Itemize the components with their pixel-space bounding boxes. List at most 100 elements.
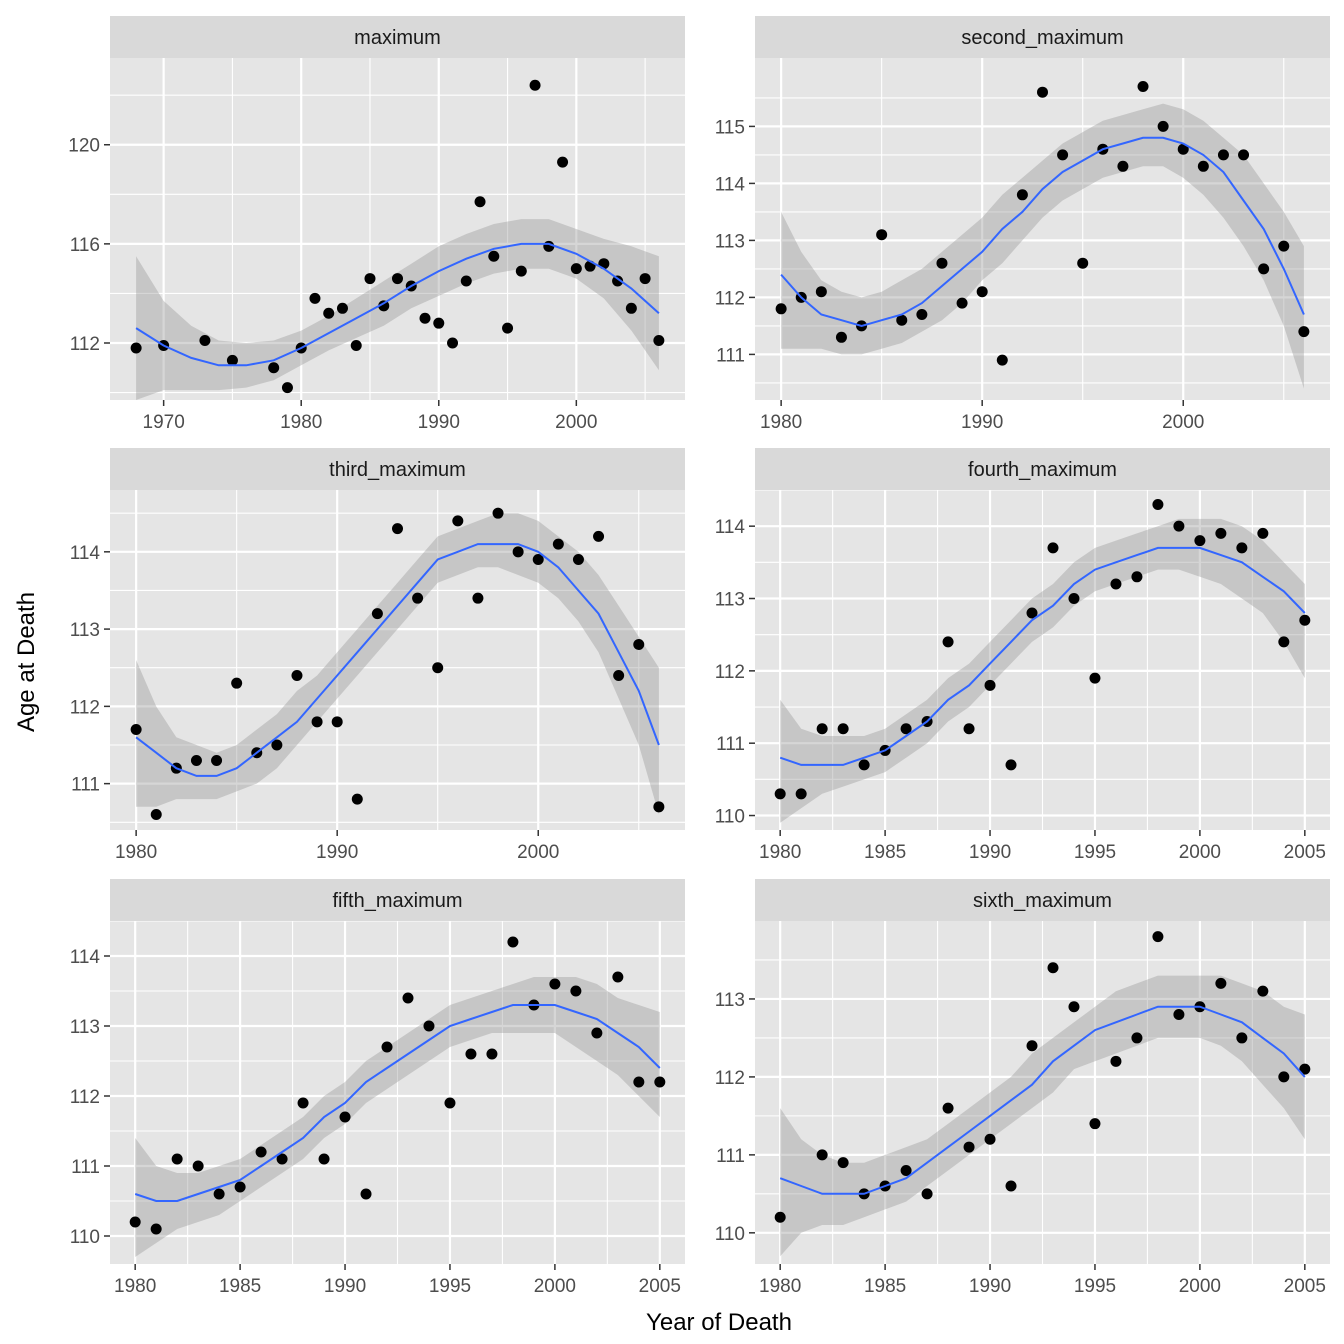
data-point xyxy=(486,1048,498,1060)
data-point xyxy=(1298,326,1310,338)
panel-plot-area xyxy=(110,921,685,1264)
y-tick-label: 110 xyxy=(715,807,745,828)
y-tick-label: 111 xyxy=(71,1157,100,1178)
confidence-band xyxy=(780,518,1305,823)
data-point xyxy=(835,331,847,343)
y-tick-label: 112 xyxy=(715,1068,745,1089)
data-point xyxy=(255,1146,267,1158)
data-point xyxy=(1137,81,1149,92)
data-point xyxy=(1299,1063,1311,1075)
y-tick-label: 112 xyxy=(715,662,745,683)
y-tick-label: 114 xyxy=(715,517,746,538)
y-tick-label: 113 xyxy=(715,990,745,1011)
data-point xyxy=(231,677,243,689)
x-tick-label: 2000 xyxy=(534,1276,576,1297)
confidence-band xyxy=(780,975,1305,1257)
y-tick-label: 111 xyxy=(71,775,100,796)
data-point xyxy=(423,1020,435,1032)
facet-strip xyxy=(110,16,685,58)
data-point xyxy=(1215,527,1227,539)
data-point xyxy=(309,292,321,304)
data-point xyxy=(360,1188,372,1200)
data-point xyxy=(199,335,211,347)
confidence-band xyxy=(136,219,659,400)
data-point xyxy=(297,1097,309,1109)
data-point xyxy=(150,809,162,821)
data-point xyxy=(774,1211,786,1223)
facet-panels: maximum 1970 1980 1990 2000 112 116 120 second_m… xyxy=(68,16,1330,1297)
x-tick-label: 1990 xyxy=(316,842,358,863)
data-point xyxy=(1299,614,1311,626)
data-point xyxy=(1257,985,1269,997)
y-tick-label: 112 xyxy=(70,1087,100,1108)
data-point xyxy=(350,339,362,351)
data-point xyxy=(192,1160,204,1172)
data-point xyxy=(591,1027,603,1039)
x-tick-label: 1980 xyxy=(280,412,322,433)
facet-strip-label: second_maximum xyxy=(961,27,1123,49)
facet-fifth_maximum: fifth_maximum 1980 1985 1990 1995 2000 2005 110… xyxy=(70,879,685,1297)
data-point xyxy=(900,723,912,735)
y-tick-label: 120 xyxy=(68,136,100,157)
facet-strip-label: fourth_maximum xyxy=(968,459,1117,481)
data-point xyxy=(557,156,569,168)
data-point xyxy=(593,530,605,542)
data-point xyxy=(412,592,424,604)
y-tick-label: 115 xyxy=(715,117,745,138)
panel-plot-area xyxy=(110,58,685,400)
data-point xyxy=(336,302,348,314)
data-point xyxy=(1026,607,1038,619)
data-point xyxy=(1257,527,1269,539)
confidence-band xyxy=(781,103,1304,389)
data-point xyxy=(351,793,363,805)
data-point xyxy=(1131,571,1143,583)
data-point xyxy=(653,335,665,347)
smooth-trend-line xyxy=(135,242,660,367)
data-point xyxy=(1068,593,1080,605)
data-point xyxy=(150,1223,162,1235)
y-tick-label: 111 xyxy=(716,1146,745,1167)
data-point xyxy=(402,992,414,1004)
data-point xyxy=(963,723,975,735)
data-point xyxy=(1077,257,1089,269)
data-point xyxy=(488,250,500,262)
data-point xyxy=(492,507,504,519)
facet-strip xyxy=(755,879,1330,921)
data-point xyxy=(1089,1118,1101,1130)
data-point xyxy=(1110,578,1122,590)
data-point xyxy=(625,302,637,314)
data-point xyxy=(281,382,293,394)
x-tick-label: 2005 xyxy=(639,1276,681,1297)
data-point xyxy=(775,303,787,315)
facet-strip xyxy=(755,16,1330,58)
data-point xyxy=(1236,542,1248,554)
data-point xyxy=(211,754,223,766)
x-axis-label: Year of Death xyxy=(646,1309,792,1336)
data-point xyxy=(515,265,527,277)
x-tick-label: 1980 xyxy=(114,1276,156,1297)
x-tick-label: 2005 xyxy=(1284,842,1326,863)
y-tick-label: 113 xyxy=(715,231,745,252)
data-point xyxy=(984,1133,996,1145)
data-point xyxy=(512,546,524,558)
y-tick-label: 113 xyxy=(715,590,745,611)
y-tick-label: 112 xyxy=(70,697,100,718)
data-point xyxy=(318,1153,330,1165)
confidence-band xyxy=(135,977,660,1257)
x-tick-label: 2005 xyxy=(1284,1276,1326,1297)
data-point xyxy=(268,362,280,374)
y-tick-label: 110 xyxy=(70,1227,100,1248)
data-point xyxy=(130,724,142,736)
data-point xyxy=(447,337,459,349)
data-point xyxy=(1194,535,1206,547)
data-point xyxy=(339,1111,351,1123)
data-point xyxy=(271,739,283,751)
smooth-trend-line xyxy=(779,546,1306,766)
facet-strip xyxy=(755,448,1330,490)
data-point xyxy=(1236,1032,1248,1044)
x-tick-label: 2000 xyxy=(1179,1276,1221,1297)
x-tick-label: 1985 xyxy=(864,1276,906,1297)
data-point xyxy=(452,515,464,527)
data-point xyxy=(1215,977,1227,989)
x-tick-label: 1995 xyxy=(1074,842,1116,863)
